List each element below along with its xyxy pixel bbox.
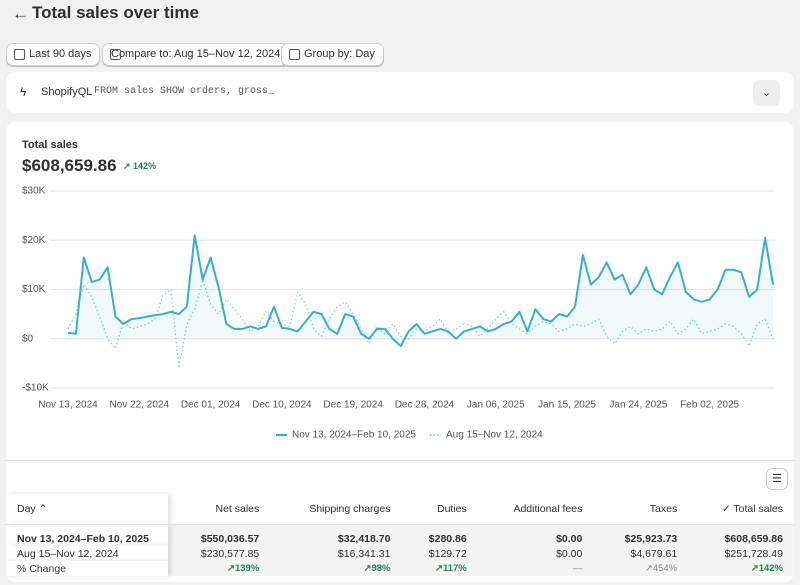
table-cell: $129.72 [428, 547, 467, 560]
y-tick-label: $30K [22, 186, 46, 197]
table-cell: $25,923.73 [624, 532, 678, 545]
table-cell: $0.00 [556, 532, 583, 545]
metric-change: ↗ 142% [123, 161, 157, 171]
table-settings-button[interactable]: ☰ [766, 468, 788, 490]
metric-change-value: 142% [133, 161, 157, 171]
column-header[interactable]: Duties [401, 494, 478, 525]
x-tick-label: Jan 15, 2025 [538, 400, 596, 411]
table-cell: — [572, 563, 583, 574]
query-card[interactable]: ϟ ShopifyQL FROM sales SHOW orders, gros… [6, 72, 794, 113]
table-cell: % Change [6, 561, 168, 576]
x-tick-label: Dec 19, 2024 [323, 400, 383, 411]
group-button[interactable]: Group by: Day [281, 43, 384, 66]
area [68, 235, 773, 347]
chart: -$10K $0 $10K $20K $30K Nov 13, 2024 Nov 22, 2… [22, 186, 775, 441]
x-tick-label: Jan 24, 2025 [609, 400, 667, 411]
x-tick-label: Jan 06, 2025 [467, 400, 525, 411]
column-header[interactable]: Day ⌃ [6, 494, 168, 525]
column-header[interactable]: Net sales [168, 494, 271, 525]
series-line [67, 234, 774, 348]
table-cell: $251,728.49 [724, 547, 783, 560]
table-row: Nov 13, 2024–Feb 10, 2025 $550,036.57 $32,… [6, 524, 794, 546]
y-tick-label: $10K [22, 284, 46, 295]
table-row: Aug 15–Nov 12, 2024 $230,577.85 $16,341.31… [6, 546, 794, 561]
legend-label: Nov 13, 2024–Feb 10, 2025 [292, 430, 416, 441]
x-tick-label: Dec 10, 2024 [252, 400, 312, 411]
table-cell: $280.86 [428, 532, 467, 545]
y-tick-label: -$10K [22, 383, 49, 394]
table-cell: $550,036.57 [200, 532, 260, 545]
date-range-button[interactable]: Last 90 days [6, 43, 101, 66]
table-cell: $608,659.86 [724, 532, 783, 545]
y-tick-label: $20K [22, 235, 46, 246]
compare-button[interactable]: Compare to: Aug 15–Nov 12, 2024 [102, 43, 290, 66]
x-tick-label: Nov 22, 2024 [110, 400, 170, 411]
table-cell: $230,577.85 [200, 547, 260, 560]
column-header[interactable]: Taxes [593, 494, 689, 525]
query-text: FROM sales SHOW orders, gross_ [94, 86, 275, 97]
back-arrow[interactable]: ← [12, 4, 29, 23]
metric-value: $608,659.86 [22, 156, 117, 175]
table-cell: $16,341.31 [337, 547, 391, 560]
query-icon: ϟ [20, 85, 27, 99]
x-tick-label: Dec 28, 2024 [395, 400, 455, 411]
legend-label: Aug 15–Nov 12, 2024 [446, 430, 543, 441]
column-header[interactable]: ✓ Total sales [688, 494, 794, 525]
table-cell: Nov 13, 2024–Feb 10, 2025 [6, 524, 168, 546]
table-cell: Aug 15–Nov 12, 2024 [6, 546, 168, 561]
x-tick-label: Nov 13, 2024 [38, 400, 98, 411]
table-cell: 98% [270, 561, 401, 576]
table-cell: $4,679.61 [630, 547, 678, 560]
x-tick-label: Feb 02, 2025 [680, 400, 739, 411]
table-cell: 454% [593, 561, 688, 576]
expand-button[interactable]: ⌄ [753, 80, 780, 106]
series-line [67, 278, 774, 369]
y-tick-label: $0 [22, 333, 34, 344]
table-cell: 142% [688, 561, 794, 576]
column-header[interactable]: Shipping charges [270, 494, 402, 525]
x-tick-label: Dec 01, 2024 [181, 400, 241, 411]
divider [6, 460, 794, 461]
page-title: Total sales over time [32, 3, 199, 22]
column-header[interactable]: Additional fees [477, 494, 594, 525]
table-cell: $32,418.70 [337, 532, 391, 545]
table-cell: $0.00 [556, 547, 583, 560]
data-table: Day ⌃ Net sales Shipping charges Duties Addi… [6, 494, 794, 576]
metric-label: Total sales [22, 139, 79, 151]
table-cell: 139% [168, 561, 270, 576]
table-row: % Change139%98%117% — 454%142% [6, 561, 794, 576]
query-label: ShopifyQL [41, 86, 93, 98]
table-cell: 117% [401, 561, 477, 576]
